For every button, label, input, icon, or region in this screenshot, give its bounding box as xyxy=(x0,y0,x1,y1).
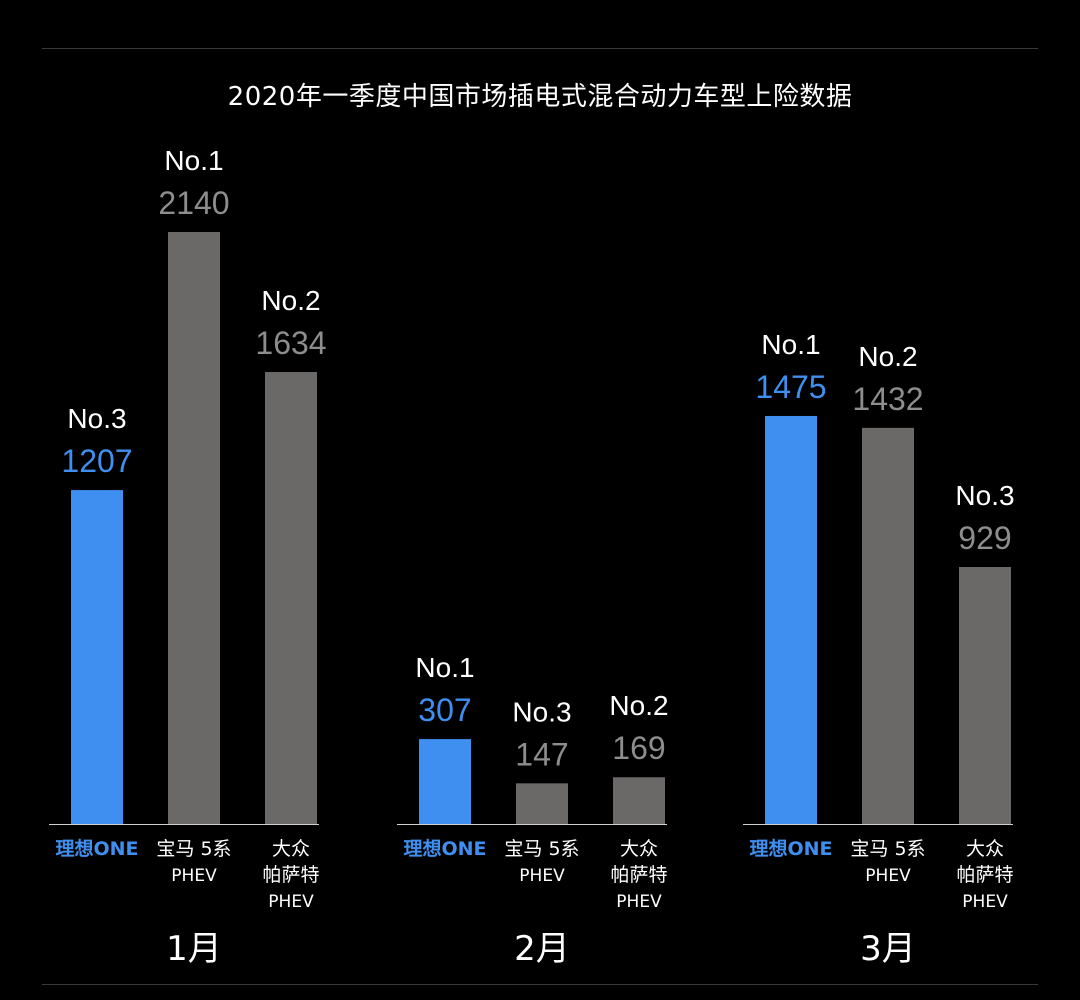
bar xyxy=(419,739,471,824)
category-label: PHEV xyxy=(268,892,314,912)
category-label: 帕萨特 xyxy=(262,864,319,886)
category-label: PHEV xyxy=(171,866,217,886)
bar xyxy=(862,427,914,824)
rank-label: No.1 xyxy=(415,652,474,683)
chart-title: 2020年一季度中国市场插电式混合动力车型上险数据 xyxy=(227,82,853,112)
rank-label: No.3 xyxy=(955,480,1014,511)
rank-label: No.3 xyxy=(512,696,571,727)
category-label: 理想ONE xyxy=(403,837,486,860)
category-label: 帕萨特 xyxy=(956,864,1013,886)
bar-value-label: 1475 xyxy=(755,369,826,405)
category-label: 理想ONE xyxy=(55,837,138,860)
rank-label: No.2 xyxy=(609,690,668,721)
bar xyxy=(959,567,1011,824)
category-label: 宝马 5系 xyxy=(156,838,231,860)
bar-value-label: 1207 xyxy=(61,443,132,479)
rank-label: No.1 xyxy=(761,329,820,360)
rank-label: No.2 xyxy=(858,341,917,372)
category-label: PHEV xyxy=(519,866,565,886)
category-label: 宝马 5系 xyxy=(850,838,925,860)
bar-value-label: 1634 xyxy=(255,325,326,361)
bar xyxy=(71,490,123,824)
month-label: 3月 xyxy=(860,929,916,969)
bar xyxy=(168,232,220,824)
category-label: 理想ONE xyxy=(749,837,832,860)
bar xyxy=(613,777,665,824)
bar-value-label: 169 xyxy=(612,730,665,766)
bar xyxy=(516,783,568,824)
category-label: 帕萨特 xyxy=(610,864,667,886)
rank-label: No.2 xyxy=(261,285,320,316)
rank-label: No.3 xyxy=(67,403,126,434)
month-label: 2月 xyxy=(514,929,570,969)
bottom-divider xyxy=(42,984,1038,985)
bar-value-label: 929 xyxy=(958,520,1011,556)
rank-label: No.1 xyxy=(164,145,223,176)
category-label: 大众 xyxy=(966,838,1004,860)
category-label: PHEV xyxy=(616,892,662,912)
category-label: 宝马 5系 xyxy=(504,838,579,860)
bar-value-label: 1432 xyxy=(852,381,923,417)
bar-value-label: 2140 xyxy=(158,185,229,221)
category-label: PHEV xyxy=(865,866,911,886)
bar xyxy=(265,371,317,824)
top-divider xyxy=(42,48,1038,49)
category-label: 大众 xyxy=(620,838,658,860)
category-label: 大众 xyxy=(272,838,310,860)
bar xyxy=(765,415,817,824)
category-label: PHEV xyxy=(962,892,1008,912)
bar-value-label: 307 xyxy=(418,692,471,728)
bar-value-label: 147 xyxy=(515,736,568,772)
month-label: 1月 xyxy=(166,929,222,969)
